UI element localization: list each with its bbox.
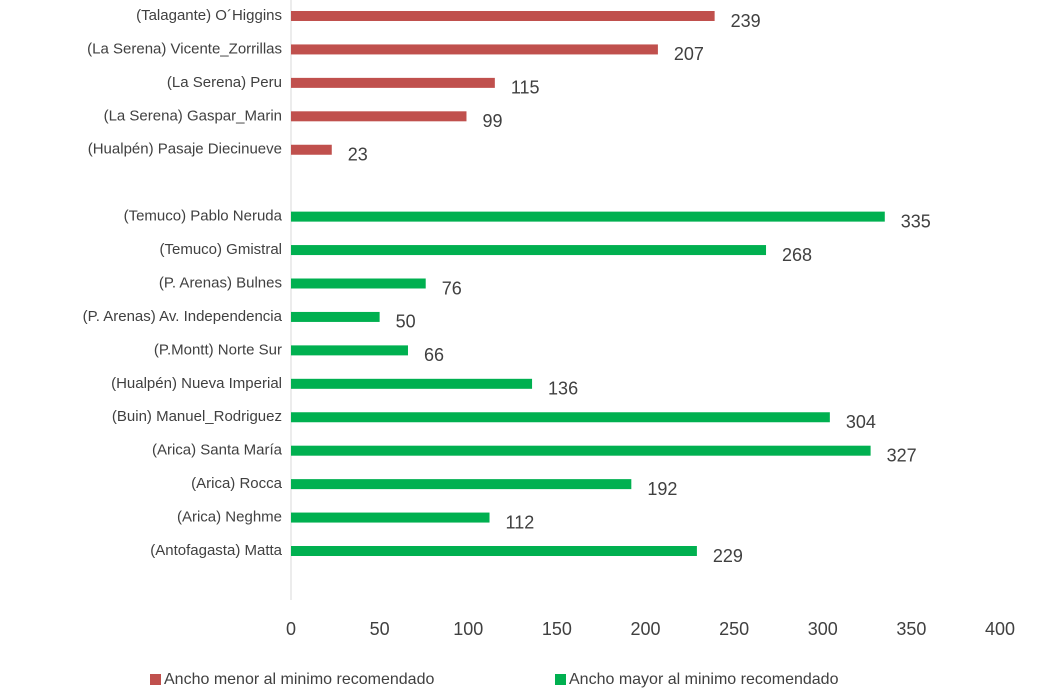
bar [291,512,490,523]
data-label: 23 [348,145,368,165]
data-label: 239 [731,11,761,31]
data-label: 304 [846,412,876,432]
data-label: 207 [674,44,704,64]
data-label: 268 [782,245,812,265]
data-label: 229 [713,546,743,566]
bar [291,546,697,556]
y-tick-label: (Hualpén) Pasaje Diecinueve [88,141,282,158]
data-label: 115 [511,78,540,98]
bar [291,144,332,155]
y-tick-label: (Temuco) Gmistral [159,241,282,258]
legend-swatch [150,674,161,685]
bar [291,412,830,423]
x-tick-label: 400 [985,619,1015,639]
x-tick-label: 100 [453,619,483,639]
bar [291,77,495,88]
y-tick-label: (P. Arenas) Bulnes [159,274,282,291]
x-tick-label: 50 [370,619,390,639]
bar [291,378,533,389]
data-label: 76 [442,278,462,298]
data-label: 99 [482,111,502,131]
x-tick-label: 200 [630,619,660,639]
legend-swatch [555,674,566,685]
data-label: 327 [887,445,917,465]
data-label: 66 [424,345,444,365]
bar [291,245,767,256]
y-tick-label: (Buin) Manuel_Rodriguez [112,408,282,425]
y-tick-label: (P. Arenas) Av. Independencia [83,308,283,325]
y-tick-label: (P.Montt) Norte Sur [154,341,282,358]
bar [291,345,408,356]
y-tick-label: (La Serena) Gaspar_Marin [104,107,282,124]
bar [291,445,871,456]
y-tick-label: (Arica) Neghme [177,509,282,526]
x-tick-label: 150 [542,619,572,639]
data-label: 335 [901,211,931,231]
bar [291,278,426,289]
data-label: 192 [647,479,677,499]
bar [291,479,632,490]
data-label: 50 [396,312,416,332]
legend-label: Ancho mayor al minimo recomendado [569,671,839,688]
y-tick-label: (Temuco) Pablo Neruda [124,208,283,225]
data-label: 136 [548,379,578,399]
bar [291,11,715,21]
bar [291,44,658,55]
x-tick-label: 0 [286,619,296,639]
x-tick-label: 250 [719,619,749,639]
y-tick-label: (La Serena) Vicente_Zorrillas [87,40,282,57]
x-tick-label: 300 [808,619,838,639]
y-tick-label: (La Serena) Peru [167,74,282,91]
data-label: 112 [506,512,535,532]
bar [291,211,885,222]
y-tick-label: (Antofagasta) Matta [150,542,282,559]
y-tick-label: (Hualpén) Nueva Imperial [111,375,282,392]
bar [291,111,467,122]
legend-label: Ancho menor al minimo recomendado [164,671,434,688]
y-tick-label: (Arica) Rocca [191,475,283,492]
y-tick-label: (Talagante) O´Higgins [136,7,282,24]
x-tick-label: 350 [896,619,926,639]
bar [291,311,380,322]
y-tick-label: (Arica) Santa María [152,442,283,459]
